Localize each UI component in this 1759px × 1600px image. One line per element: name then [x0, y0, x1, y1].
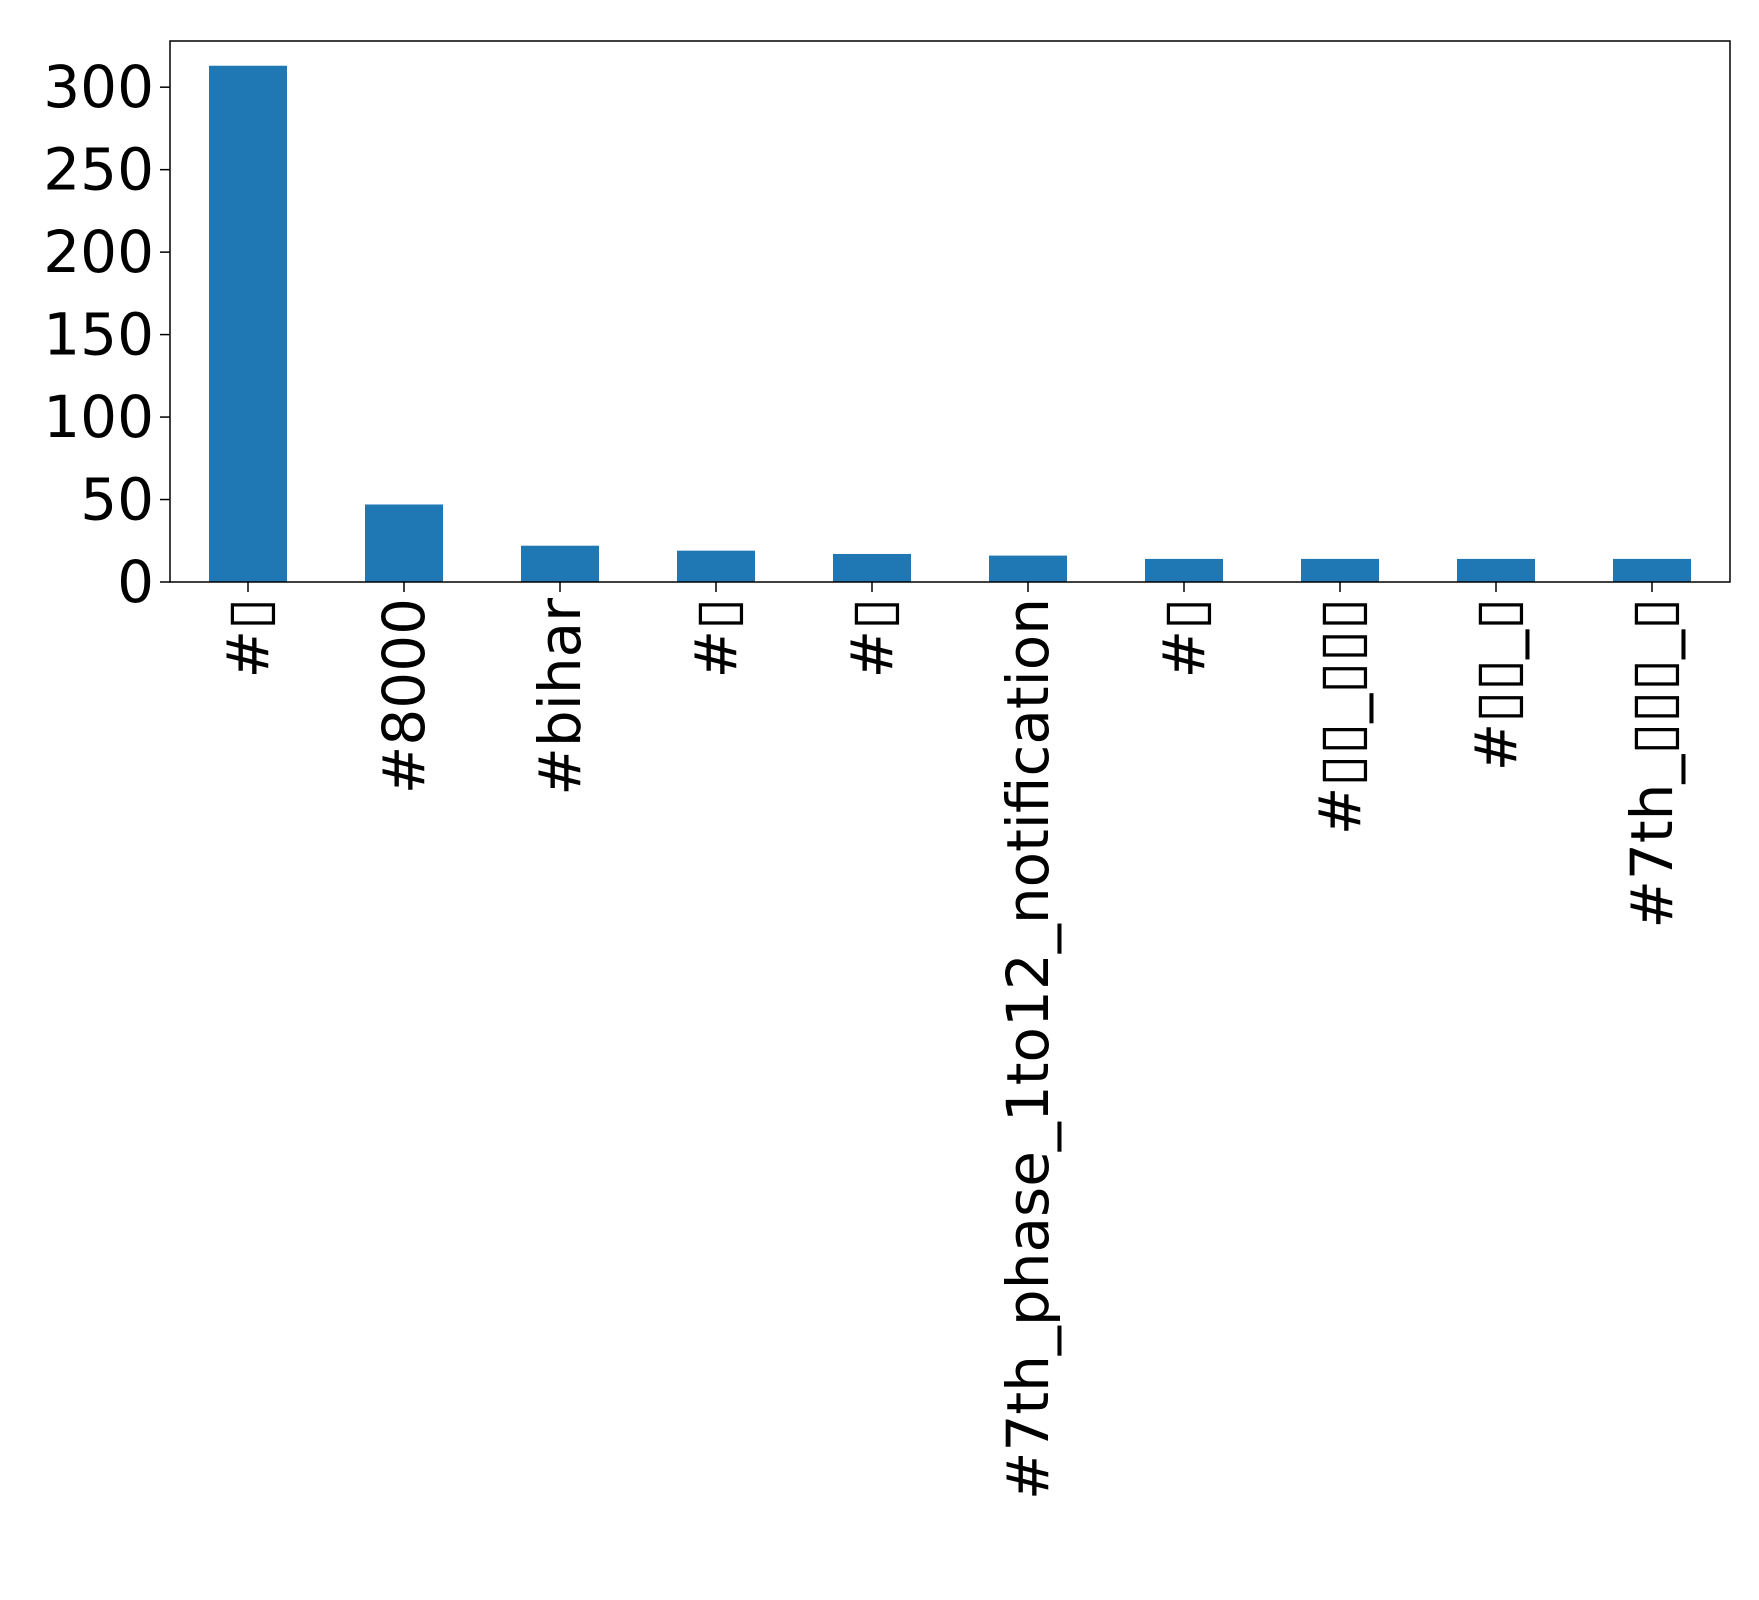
bar-4 [677, 550, 755, 582]
x-tick-label: #bihar [526, 598, 594, 796]
x-axis: #▯ #8000 #bihar #▯ #▯ #7th_phase_1to12_notifi… [214, 582, 1686, 1500]
x-tick-label: #▯ [214, 598, 282, 679]
bar-9 [1457, 558, 1535, 582]
bar-1 [209, 65, 287, 583]
bar-7 [1145, 558, 1223, 582]
bars-group [209, 65, 1691, 583]
x-tick-label: #▯ [838, 598, 906, 679]
y-axis: 0 50 100 150 200 250 300 [43, 53, 170, 616]
y-tick-label: 150 [43, 301, 154, 369]
x-tick-label: #▯ [1150, 598, 1218, 679]
x-tick-label: #7th_▯▯▯_▯ [1618, 598, 1686, 929]
y-tick-label: 50 [80, 466, 154, 534]
y-tick-label: 200 [43, 218, 154, 286]
y-tick-label: 300 [43, 53, 154, 121]
x-tick-label: #▯▯_▯ [1462, 598, 1530, 771]
bar-5 [833, 553, 911, 582]
bar-10 [1613, 558, 1691, 582]
y-tick-label: 0 [117, 548, 154, 616]
axes-frame [169, 40, 1731, 583]
bar-6 [989, 555, 1067, 582]
x-tick-label: #8000 [370, 598, 438, 794]
y-tick-label: 250 [43, 136, 154, 204]
bar-2 [365, 504, 443, 582]
x-tick-label: #▯▯_▯▯▯ [1306, 598, 1374, 835]
y-tick-label: 100 [43, 383, 154, 451]
x-tick-label: #▯ [682, 598, 750, 679]
bar-8 [1301, 558, 1379, 582]
bar-3 [521, 545, 599, 582]
x-tick-label: #7th_phase_1to12_notification [994, 598, 1062, 1500]
